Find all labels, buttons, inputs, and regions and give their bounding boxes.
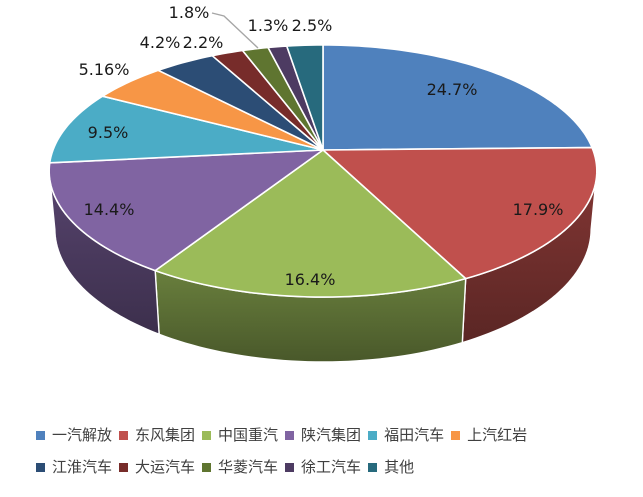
- pie-slice-6: [157, 54, 324, 151]
- legend-item-1: 东风集团: [119, 425, 195, 446]
- legend-label: 大运汽车: [135, 458, 196, 476]
- legend-swatch-icon: [285, 431, 295, 440]
- legend-label: 一汽解放: [52, 426, 113, 444]
- pie-slice-10: [285, 44, 324, 151]
- legend-item-0: 一汽解放: [36, 425, 112, 446]
- legend-label: 陕汽集团: [301, 426, 362, 444]
- legend-swatch-icon: [36, 463, 45, 472]
- pie-slice-0: [322, 44, 593, 151]
- pie-slice-1: [322, 146, 598, 280]
- legend-row: 江淮汽车 大运汽车 华菱汽车 徐工汽车 其他: [36, 457, 626, 478]
- pie-slice-2: [154, 149, 467, 298]
- legend-label: 江淮汽车: [52, 458, 113, 476]
- legend-label: 福田汽车: [384, 426, 445, 444]
- legend-item-8: 华菱汽车: [202, 457, 278, 478]
- legend-swatch-icon: [285, 463, 295, 472]
- legend-swatch-icon: [368, 431, 378, 440]
- leader-line: [211, 12, 259, 49]
- legend-item-7: 大运汽车: [119, 457, 195, 478]
- legend: 一汽解放 东风集团 中国重汽 陕汽集团 福田汽车 上汽红岩江淮汽车 大运汽车 华菱汽车 徐工汽车…: [36, 425, 626, 489]
- legend-item-9: 徐工汽车: [285, 457, 361, 478]
- legend-swatch-icon: [119, 431, 129, 440]
- legend-swatch-icon: [202, 463, 212, 472]
- legend-item-3: 陕汽集团: [285, 425, 361, 446]
- legend-row: 一汽解放 东风集团 中国重汽 陕汽集团 福田汽车 上汽红岩: [36, 425, 626, 446]
- pie-slice-4: [48, 95, 324, 164]
- legend-label: 东风集团: [135, 426, 196, 444]
- legend-item-2: 中国重汽: [202, 425, 278, 446]
- pie-slice-3: [48, 149, 324, 272]
- legend-swatch-icon: [451, 431, 461, 440]
- legend-label: 上汽红岩: [467, 426, 528, 444]
- legend-item-5: 上汽红岩: [451, 425, 527, 446]
- legend-swatch-icon: [119, 463, 129, 472]
- legend-item-6: 江淮汽车: [36, 457, 112, 478]
- pie-slice-7: [211, 49, 324, 151]
- legend-label: 中国重汽: [218, 426, 279, 444]
- legend-item-4: 福田汽车: [368, 425, 444, 446]
- legend-item-10: 其他: [368, 457, 414, 478]
- pie-slice-8: [241, 46, 324, 151]
- legend-label: 徐工汽车: [301, 458, 362, 476]
- legend-label: 其他: [384, 458, 415, 476]
- legend-label: 华菱汽车: [218, 458, 279, 476]
- legend-swatch-icon: [36, 431, 45, 440]
- pie-slice-5: [101, 69, 324, 151]
- legend-swatch-icon: [368, 463, 378, 472]
- legend-swatch-icon: [202, 431, 212, 440]
